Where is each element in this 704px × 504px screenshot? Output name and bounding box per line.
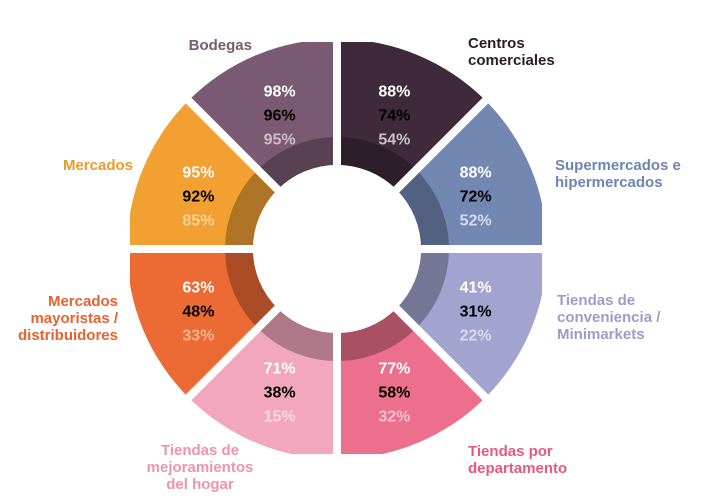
segment-inner-shade-6 — [225, 169, 278, 249]
donut-hole — [253, 165, 421, 333]
segment-1-label-line-1: hipermercados — [555, 174, 663, 191]
segment-1-value-2: 52% — [460, 213, 492, 230]
segment-0-value-2: 54% — [378, 131, 410, 148]
segment-2 — [396, 249, 542, 398]
segment-0-value-1: 74% — [378, 107, 410, 124]
segment-inner-shade-7 — [257, 137, 337, 190]
segment-7-value-2: 95% — [264, 131, 296, 148]
segment-4-value-2: 15% — [264, 409, 296, 426]
segment-4-label-line-1: mejoramientos — [147, 459, 254, 476]
segment-5-label-line-1: mayoristas / — [30, 310, 118, 327]
segment-4-value-0: 71% — [264, 361, 296, 378]
segment-3-value-1: 58% — [378, 385, 410, 402]
segment-6-value-0: 95% — [182, 165, 214, 182]
segment-7 — [188, 42, 337, 190]
segment-4 — [188, 308, 337, 454]
segment-6 — [130, 100, 278, 249]
segment-4-label-line-2: del hogar — [166, 476, 234, 493]
segment-6-value-2: 85% — [182, 213, 214, 230]
segment-1-label-line-0: Supermercados e — [555, 157, 681, 174]
segment-0-value-0: 88% — [378, 83, 410, 100]
segment-2-value-2: 22% — [460, 327, 492, 344]
segment-3-label: Tiendas por departamento — [468, 443, 567, 477]
segment-5-label-line-0: Mercados — [48, 293, 118, 310]
separator-3 — [390, 302, 503, 415]
separator-7 — [171, 83, 284, 196]
segment-7-value-1: 96% — [264, 107, 296, 124]
segment-7-value-0: 98% — [264, 83, 296, 100]
segment-5-label: Mercados mayoristas / distribuidores — [18, 293, 119, 344]
segment-1 — [396, 100, 542, 249]
segment-5-value-1: 48% — [182, 303, 214, 320]
segment-5-value-0: 63% — [182, 279, 214, 296]
segment-inner-shade-0 — [337, 137, 417, 190]
segment-4-value-1: 38% — [264, 385, 296, 402]
segment-inner-shade-1 — [396, 169, 449, 249]
segment-3-label-line-0: Tiendas por — [468, 443, 553, 460]
segment-6-label: Mercados — [63, 157, 133, 174]
segment-2-label-line-0: Tiendas de — [557, 292, 635, 309]
segment-1-value-0: 88% — [460, 165, 492, 182]
segment-3 — [337, 308, 486, 454]
segment-inner-shade-4 — [257, 308, 337, 361]
segment-5-label-line-2: distribuidores — [18, 327, 118, 344]
segment-6-value-1: 92% — [182, 189, 214, 206]
segment-inner-shade-3 — [337, 308, 417, 361]
segment-7-label-line-0: Bodegas — [189, 37, 252, 54]
segment-7-label: Bodegas — [189, 37, 252, 54]
segment-2-label: Tiendas de conveniencia / Minimarkets — [557, 292, 661, 343]
separator-5 — [171, 302, 284, 415]
segment-1-value-1: 72% — [460, 189, 492, 206]
segment-5-value-2: 33% — [182, 327, 214, 344]
segment-3-value-0: 77% — [378, 361, 410, 378]
segment-1-label: Supermercados e hipermercados — [555, 157, 681, 191]
segment-3-label-line-1: departamento — [468, 460, 567, 477]
segment-0 — [337, 42, 486, 190]
segment-2-value-0: 41% — [460, 279, 492, 296]
segment-0-label-line-0: Centros — [468, 35, 525, 52]
segment-0-label: Centros comerciales — [468, 35, 555, 69]
segment-6-label-line-0: Mercados — [63, 157, 133, 174]
segment-5 — [130, 249, 278, 398]
segment-2-value-1: 31% — [460, 303, 492, 320]
segment-inner-shade-5 — [225, 249, 278, 329]
segment-0-label-line-1: comerciales — [468, 52, 555, 69]
separator-1 — [390, 83, 503, 196]
segment-2-label-line-2: Minimarkets — [557, 326, 645, 343]
segment-3-value-2: 32% — [378, 409, 410, 426]
segment-4-label: Tiendas de mejoramientos del hogar — [147, 442, 254, 493]
segment-2-label-line-1: conveniencia / — [557, 309, 661, 326]
segment-inner-shade-2 — [396, 249, 449, 329]
segment-4-label-line-0: Tiendas de — [161, 442, 239, 459]
